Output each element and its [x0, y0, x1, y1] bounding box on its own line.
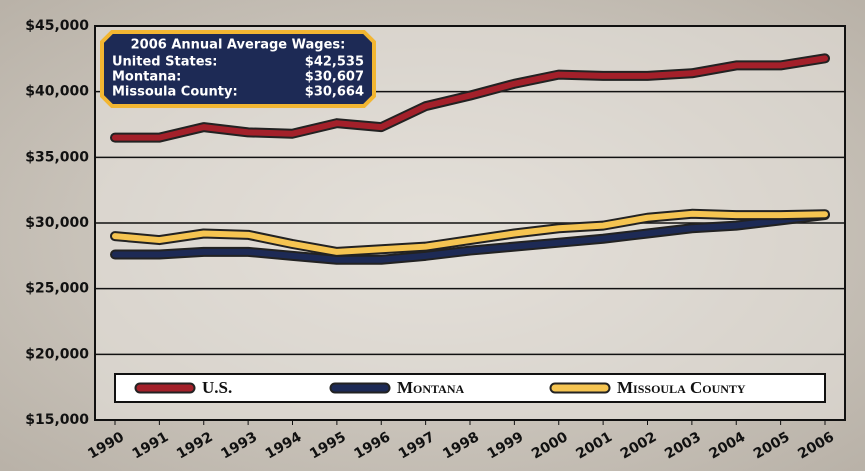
chart: $15,000 $20,000 $25,000 $30,000 $35,000 $40,0… [0, 0, 865, 471]
y-tick-label: $30,000 [25, 215, 89, 231]
y-tick-label: $45,000 [25, 18, 89, 34]
legend-label: Missoula County [617, 378, 746, 397]
y-tick-label: $25,000 [25, 281, 89, 297]
annotation-label: Missoula County: [112, 85, 238, 100]
legend-label: U.S. [202, 378, 232, 397]
y-tick-label: $15,000 [25, 412, 89, 428]
y-tick-label: $40,000 [25, 84, 89, 100]
annotation-value: $42,535 [305, 55, 364, 70]
annotation-label: United States: [112, 55, 217, 70]
y-tick-label: $35,000 [25, 149, 89, 165]
legend-label: Montana [397, 378, 464, 397]
y-tick-label: $20,000 [25, 346, 89, 362]
annotation-label: Montana: [112, 70, 181, 85]
annotation-value: $30,607 [305, 70, 364, 85]
annotation-value: $30,664 [305, 85, 364, 100]
annotation-title: 2006 Annual Average Wages: [131, 38, 346, 53]
